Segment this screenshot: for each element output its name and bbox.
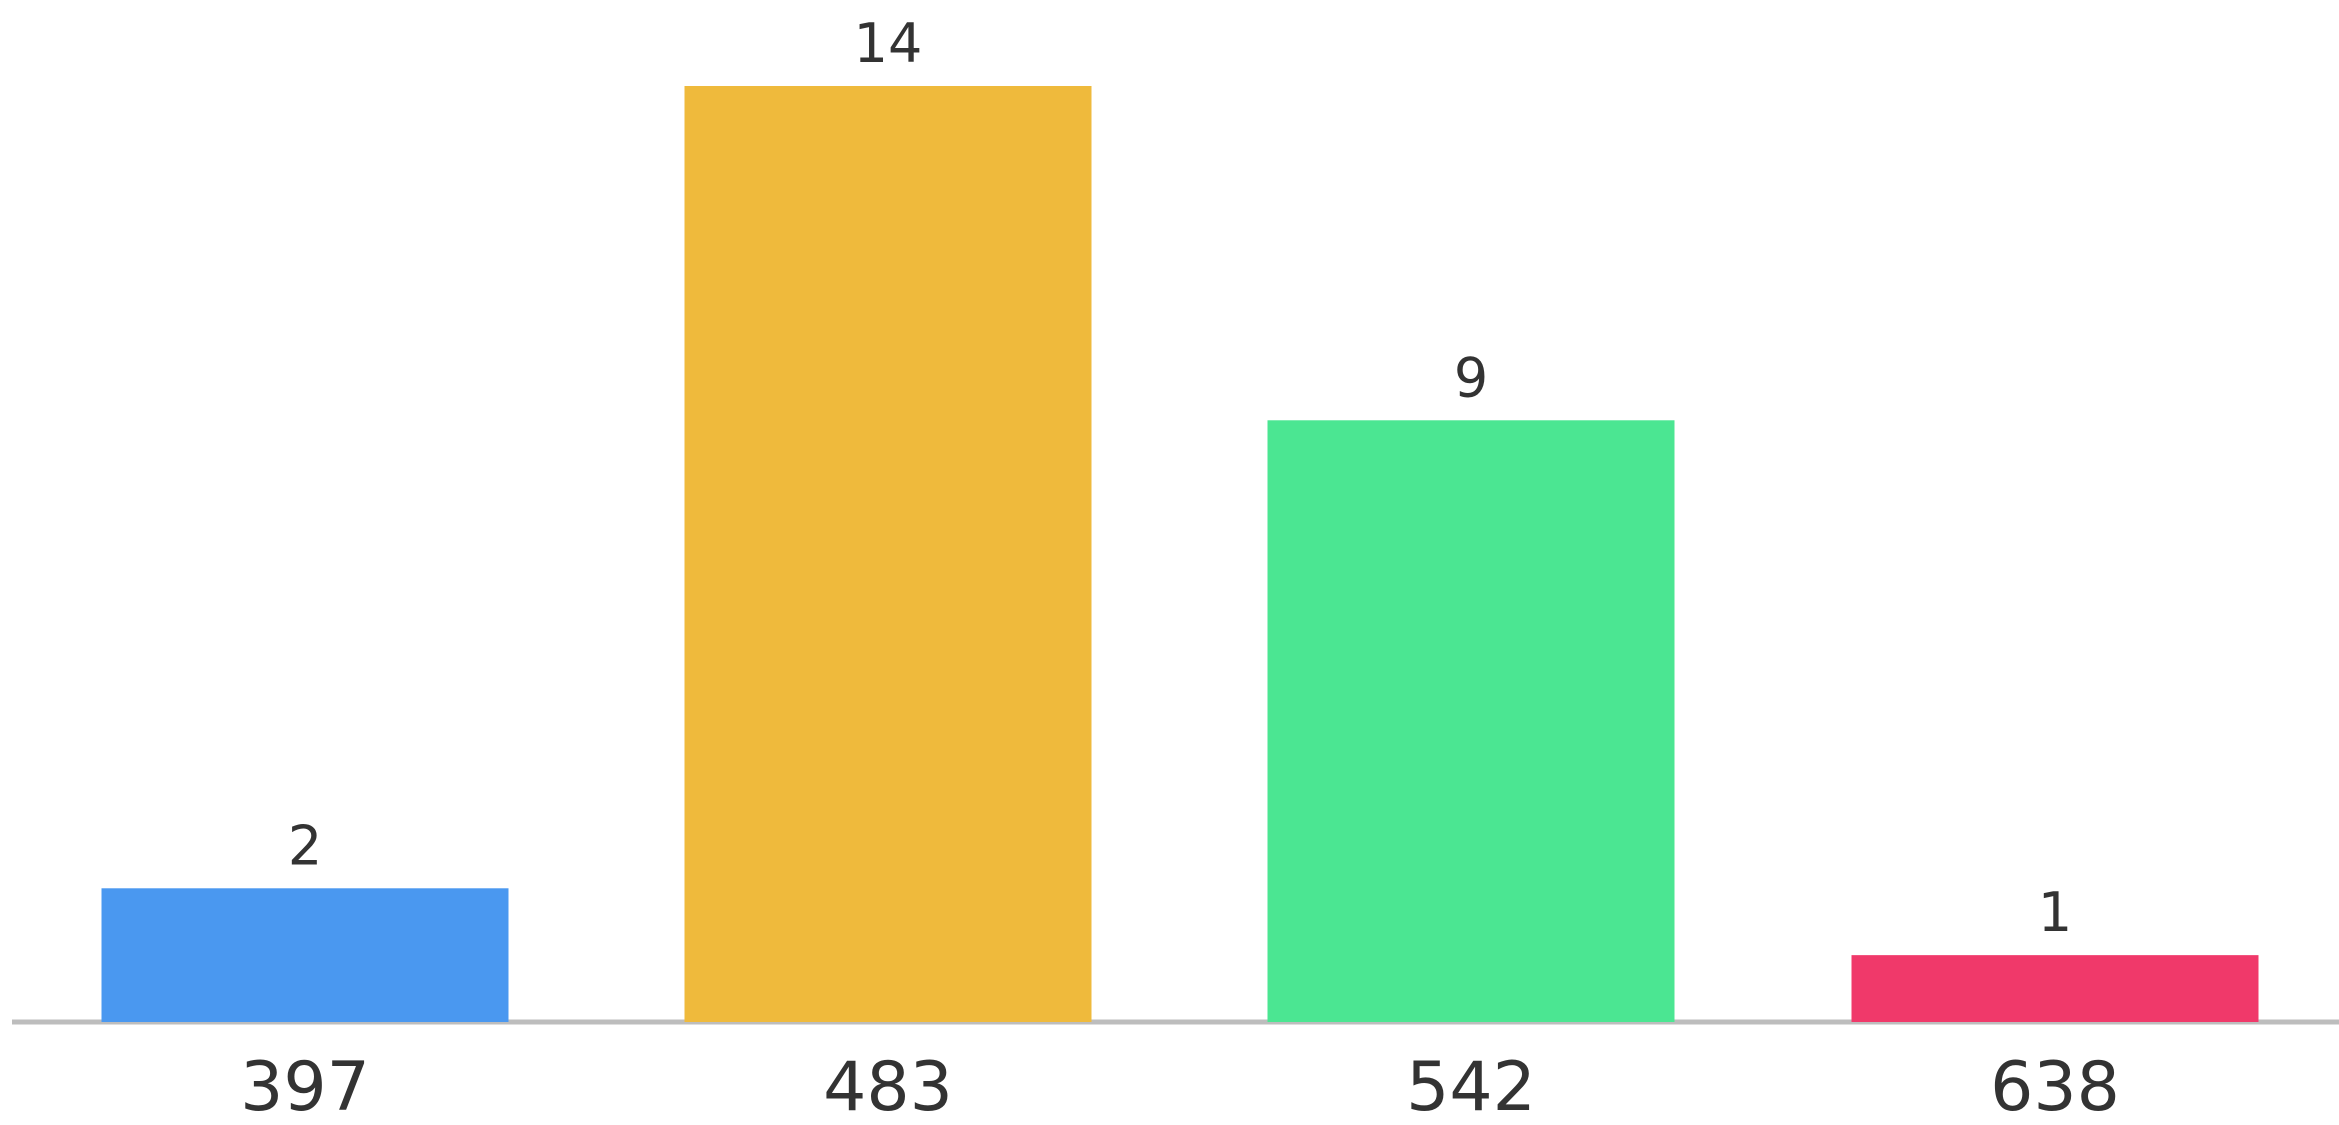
data-label-483: 14 [854, 12, 923, 75]
bar-483 [684, 86, 1092, 1022]
bars-group [101, 86, 2259, 1022]
x-tick-labels-group: 397 483 542 638 [240, 1048, 2120, 1125]
bar-638 [1851, 955, 2259, 1022]
data-label-542: 9 [1454, 346, 1488, 409]
x-tick-label-638: 638 [1990, 1048, 2120, 1125]
x-tick-label-397: 397 [240, 1048, 370, 1125]
x-tick-label-483: 483 [823, 1048, 953, 1125]
data-label-638: 1 [2038, 881, 2072, 944]
data-label-397: 2 [288, 814, 322, 877]
x-tick-label-542: 542 [1406, 1048, 1536, 1125]
bar-542 [1267, 420, 1675, 1022]
value-labels-group: 2 14 9 1 [288, 12, 2072, 944]
bar-397 [101, 888, 509, 1022]
